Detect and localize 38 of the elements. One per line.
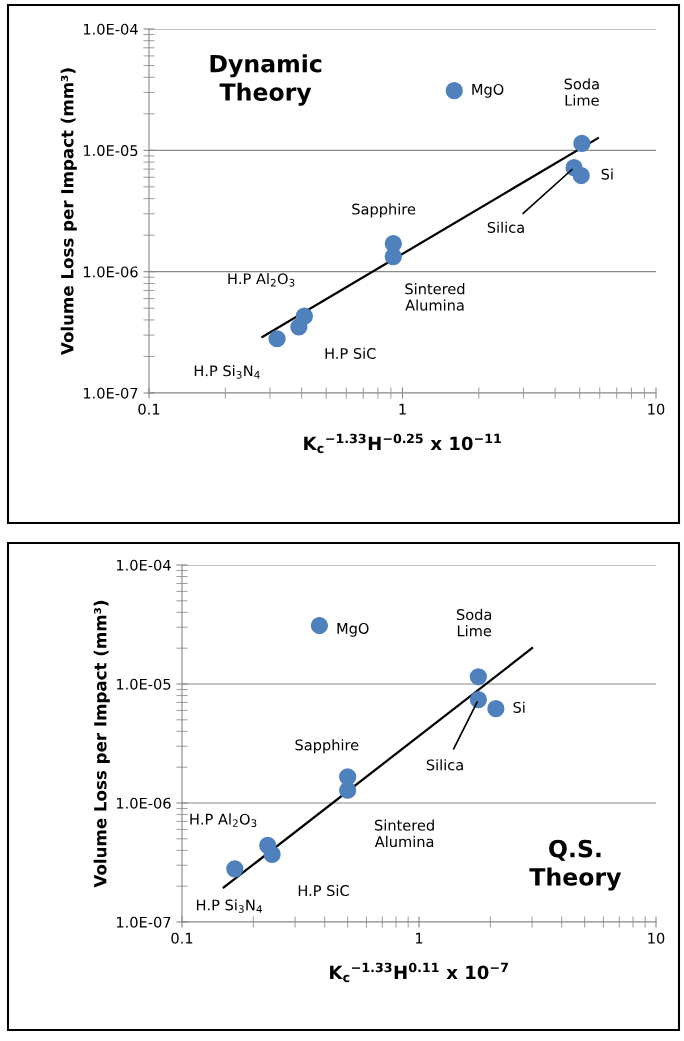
annotation: Soda Lime	[456, 608, 492, 637]
y-tick-label: 1.0E-07	[116, 916, 171, 928]
x-tick-label: 10	[648, 932, 665, 944]
annotation: H.P Al$_{2}$O$_{3}$	[228, 272, 295, 287]
y-tick-label: 1.0E-05	[83, 145, 138, 157]
x-tick-label: 0.1	[138, 403, 160, 415]
y-tick-label: 1.0E-07	[83, 387, 138, 399]
annotation: Si	[601, 168, 613, 180]
annotation: H.P Si$_{3}$N$_{4}$	[194, 365, 260, 379]
x-axis-title: K$_{c}$$^{−1.33}$H$^{0.11}$ x 10$^{−7}$	[330, 962, 508, 983]
text: Q.S. Theory	[529, 839, 622, 891]
annotation: Silica	[487, 221, 524, 233]
x-tick-label: 0.1	[171, 932, 193, 944]
y-tick-label: 1.0E-04	[83, 23, 138, 35]
x-axis-title: K$_{c}$$^{−1.33}$H$^{−0.25}$ x 10$^{−11}$	[304, 433, 501, 454]
x-tick-label: 1	[399, 403, 406, 415]
x-tick-label: 10	[648, 403, 665, 415]
y-tick-label: 1.0E-06	[116, 797, 171, 809]
annotation: MgO	[337, 622, 369, 637]
annotation: Sintered Alumina	[405, 283, 465, 311]
annotation: Soda Lime	[564, 78, 599, 106]
annotation: H.P SiC	[325, 347, 376, 359]
text: Dynamic Theory	[210, 54, 322, 106]
y-tick-label: 1.0E-06	[83, 266, 138, 278]
annotation: Sintered Alumina	[374, 819, 434, 848]
annotation: H.P Al$_{2}$O$_{3}$	[190, 813, 257, 827]
y-axis-title: Volume Loss per Impact (mm³)	[60, 68, 77, 355]
annotation: Silica	[426, 759, 463, 771]
annotation: Sapphire	[295, 739, 359, 754]
annotation: H.P SiC	[298, 884, 349, 897]
annotation: MgO	[472, 83, 504, 98]
annotation: Si	[513, 701, 525, 713]
annotation: H.P Si$_{3}$N$_{4}$	[196, 899, 262, 913]
y-axis-title: Volume Loss per Impact (mm³)	[93, 600, 110, 888]
y-tick-label: 1.0E-05	[116, 678, 171, 690]
annotation: Sapphire	[352, 203, 416, 218]
y-tick-label: 1.0E-04	[116, 559, 171, 571]
x-tick-label: 1	[415, 932, 423, 944]
